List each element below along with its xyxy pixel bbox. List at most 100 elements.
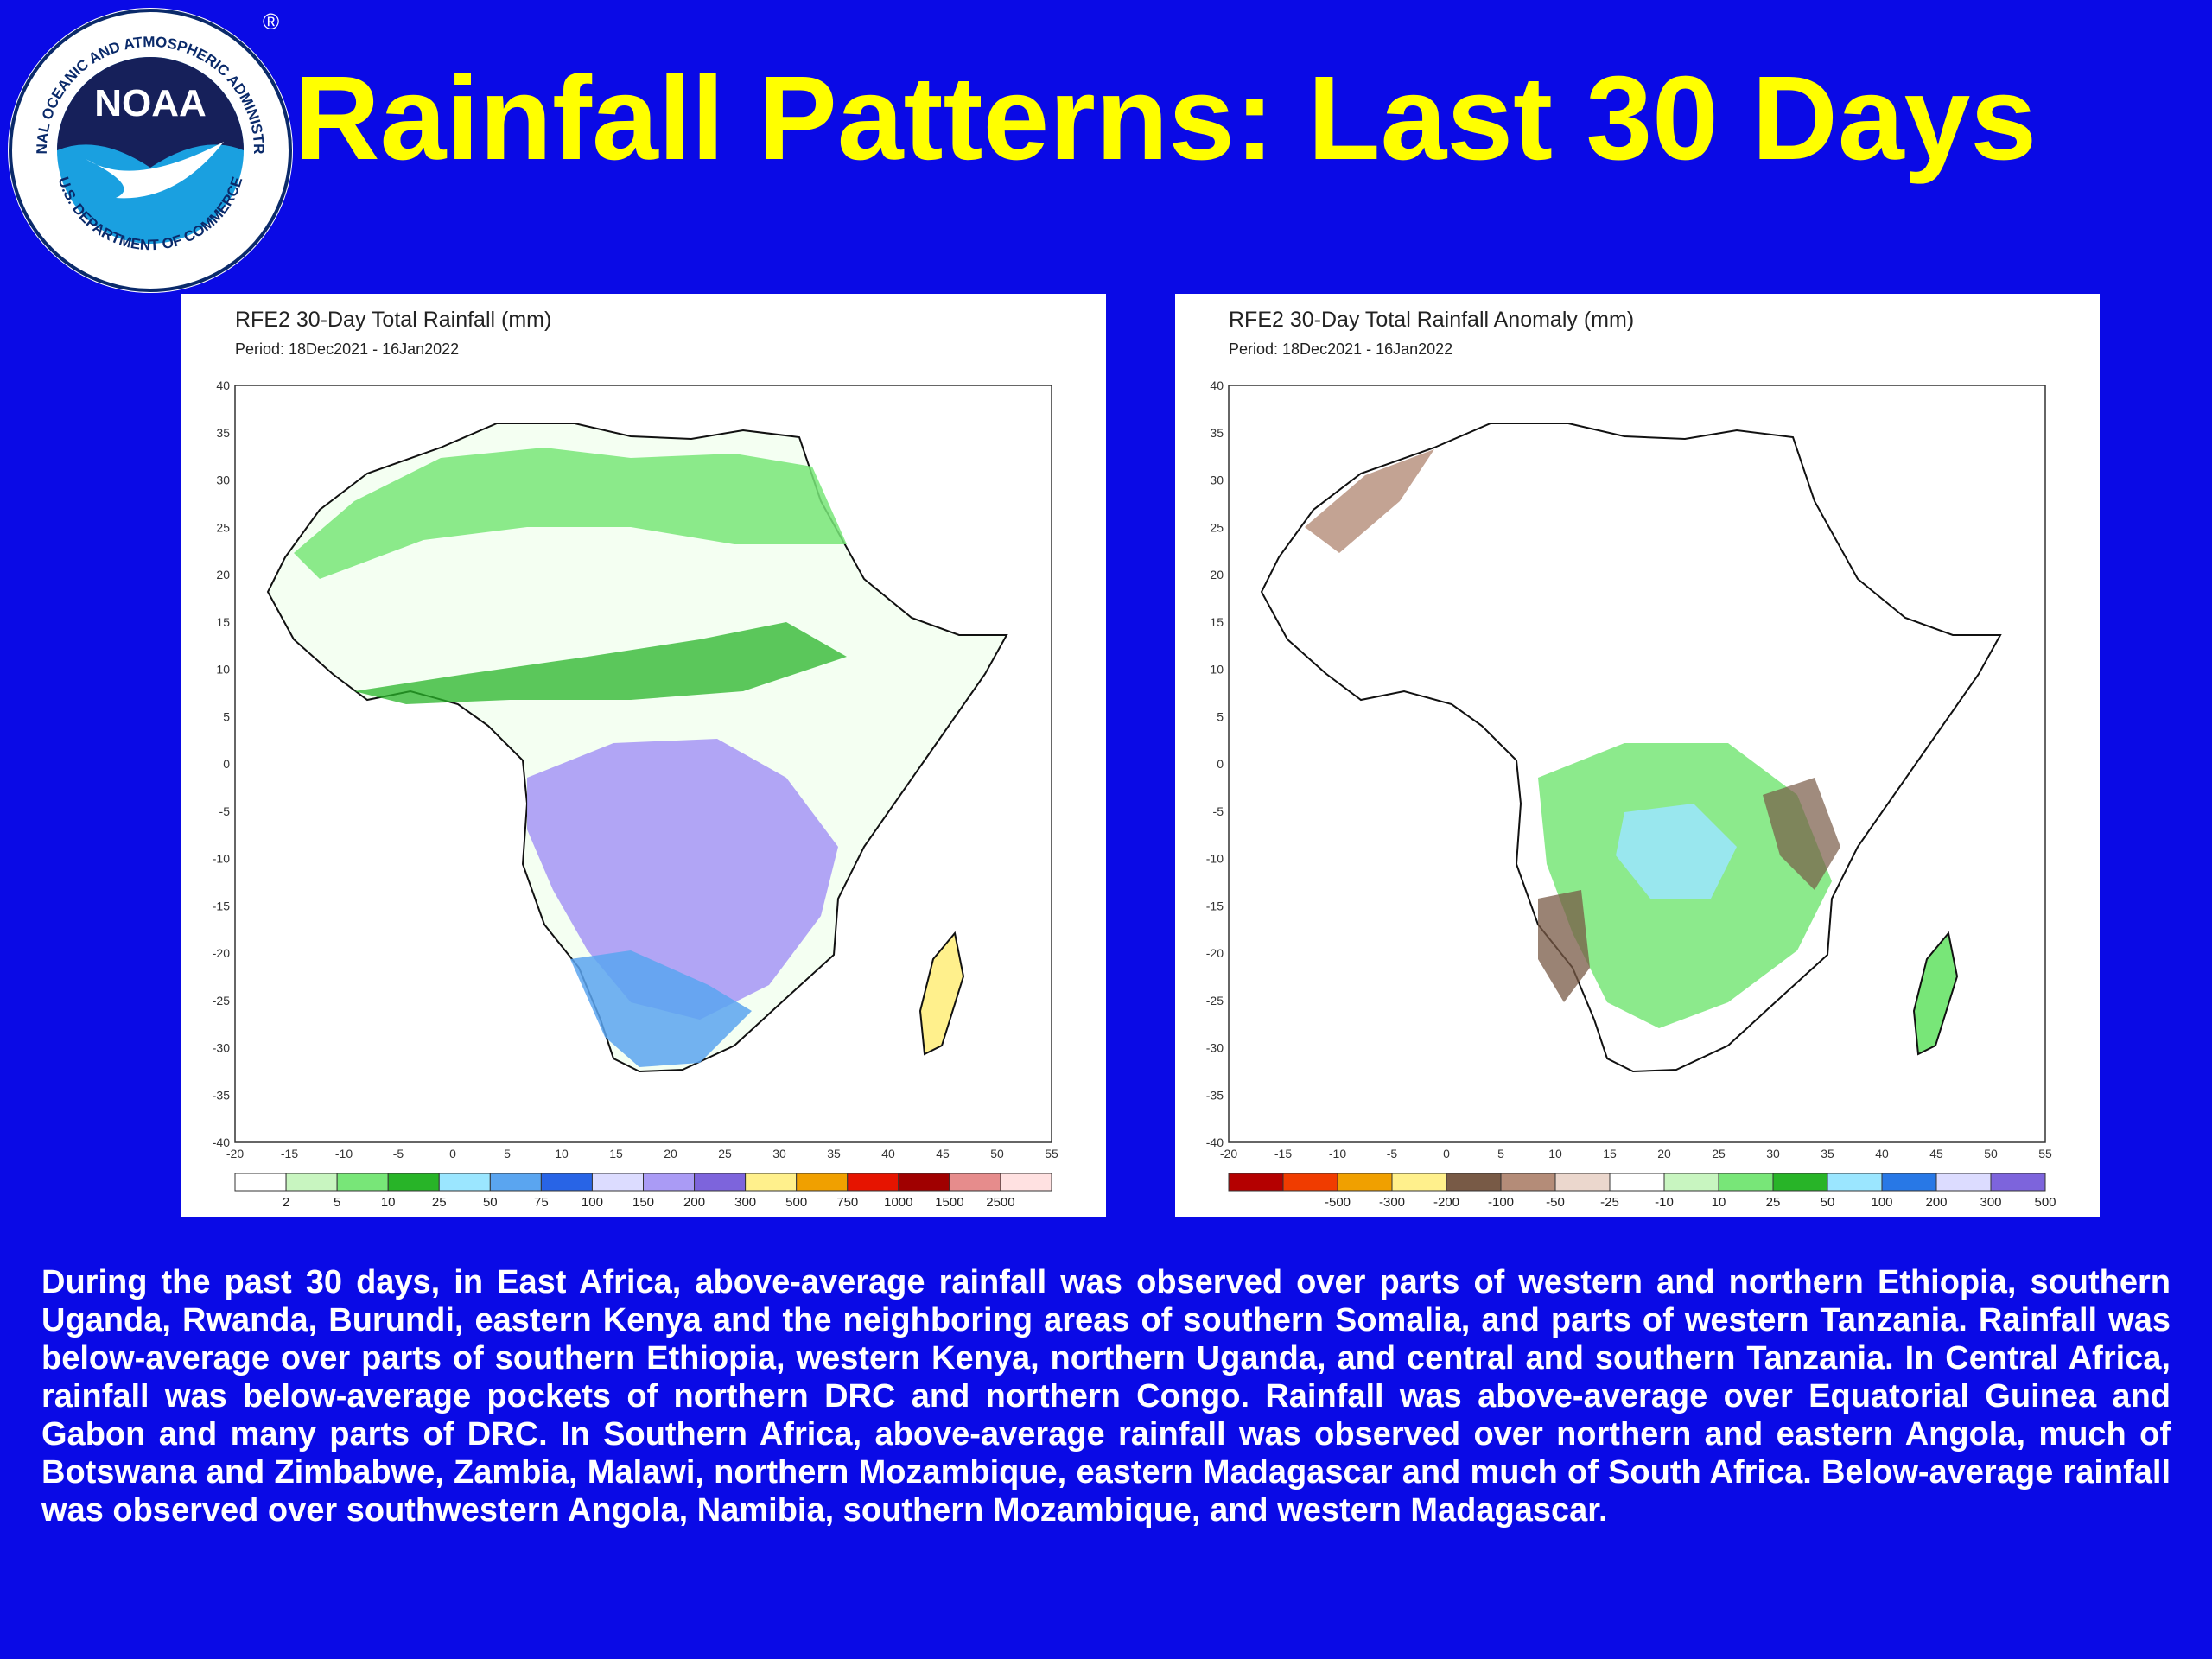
- lat-tick-label: 20: [216, 568, 230, 582]
- lon-tick-label: 15: [1603, 1147, 1617, 1160]
- legend-label: 750: [836, 1195, 858, 1210]
- lat-tick-label: -35: [213, 1088, 230, 1102]
- lon-tick-label: 55: [1045, 1147, 1058, 1160]
- lat-tick-label: 0: [223, 757, 230, 771]
- lat-tick-label: -5: [1213, 804, 1224, 818]
- legend-swatch: [336, 1173, 389, 1192]
- registered-mark: ®: [263, 9, 279, 35]
- summary-paragraph: During the past 30 days, in East Africa,…: [41, 1264, 2171, 1529]
- madagascar: [1912, 931, 1959, 1056]
- legend-swatch: [1500, 1173, 1556, 1192]
- map-axis-ticks: 40 35 30 25 20 15 10 5 0 -5 -10 -15 -20 -25 -30 -35 -40 -…: [213, 378, 1058, 1160]
- lon-tick-label: 35: [827, 1147, 841, 1160]
- lon-tick-label: -10: [1329, 1147, 1346, 1160]
- legend-swatch: [1391, 1173, 1447, 1192]
- legend-swatch: [540, 1173, 593, 1192]
- lat-tick-label: -35: [1206, 1088, 1224, 1102]
- lon-tick-label: -15: [281, 1147, 298, 1160]
- legend-swatch: [1446, 1173, 1502, 1192]
- lon-tick-label: 45: [936, 1147, 950, 1160]
- lon-tick-label: 10: [1548, 1147, 1562, 1160]
- legend-swatch: [1000, 1173, 1052, 1192]
- lat-tick-label: 25: [216, 520, 230, 534]
- lat-tick-label: -10: [1206, 852, 1224, 866]
- map-colorbar-legend: -500 -300 -200 -100 -50 -25 -10 10 25 50 100 200 300…: [1228, 1173, 2056, 1210]
- lon-tick-label: 0: [1443, 1147, 1450, 1160]
- noaa-logo: NOAA NATIONAL OCEANIC AND ATMOSPHERIC AD…: [0, 0, 297, 297]
- legend-swatch: [898, 1173, 950, 1192]
- lon-tick-label: 5: [504, 1147, 511, 1160]
- lon-tick-label: 20: [664, 1147, 677, 1160]
- lon-tick-label: 50: [1984, 1147, 1998, 1160]
- legend-label: 25: [1766, 1195, 1781, 1210]
- map-period: Period: 18Dec2021 - 16Jan2022: [235, 340, 459, 358]
- legend-swatch: [1337, 1173, 1393, 1192]
- legend-label: 100: [1871, 1195, 1892, 1210]
- legend-swatch: [1718, 1173, 1774, 1192]
- legend-label: -10: [1655, 1195, 1674, 1210]
- legend-swatch: [234, 1173, 287, 1192]
- lon-tick-label: 15: [609, 1147, 623, 1160]
- lat-tick-label: -40: [1206, 1135, 1224, 1149]
- lat-tick-label: -5: [219, 804, 231, 818]
- map-plot-area: 40 35 30 25 20 15 10 5 0 -5 -10 -15 -20 -25 -30 -35 -40 -…: [213, 378, 1058, 1160]
- legend-swatch: [489, 1173, 542, 1192]
- legend-swatch: [1827, 1173, 1883, 1192]
- legend-swatch: [1228, 1173, 1284, 1192]
- legend-label: 10: [381, 1195, 396, 1210]
- lon-tick-label: 40: [881, 1147, 895, 1160]
- map-colorbar-legend: 2 5 10 25 50 75 100 150 200 300 500 750 1000 1500 2500: [234, 1173, 1052, 1210]
- lon-tick-label: 20: [1657, 1147, 1671, 1160]
- legend-swatch: [438, 1173, 491, 1192]
- page-title: Rainfall Patterns: Last 30 Days: [294, 52, 2037, 185]
- legend-label: 500: [785, 1195, 807, 1210]
- map-title: RFE2 30-Day Total Rainfall (mm): [235, 308, 551, 332]
- rain-central-purple: [527, 739, 838, 1020]
- legend-swatch: [1282, 1173, 1338, 1192]
- anomaly-dry-southwest: [1538, 890, 1590, 1002]
- map-period: Period: 18Dec2021 - 16Jan2022: [1229, 340, 1452, 358]
- lon-tick-label: 0: [449, 1147, 456, 1160]
- lon-tick-label: -20: [226, 1147, 244, 1160]
- legend-label: 200: [683, 1195, 705, 1210]
- legend-swatch: [1881, 1173, 1937, 1192]
- legend-label: 50: [1821, 1195, 1835, 1210]
- lat-tick-label: 0: [1217, 757, 1224, 771]
- legend-label: -100: [1488, 1195, 1514, 1210]
- lon-tick-label: -20: [1220, 1147, 1237, 1160]
- lat-tick-label: -25: [213, 994, 230, 1007]
- lat-tick-label: 15: [216, 615, 230, 629]
- legend-label: 1000: [884, 1195, 912, 1210]
- rain-band-north: [294, 448, 847, 579]
- lon-tick-label: 10: [555, 1147, 569, 1160]
- lon-tick-label: 35: [1821, 1147, 1834, 1160]
- lat-tick-label: 15: [1210, 615, 1224, 629]
- lat-tick-label: 10: [216, 663, 230, 677]
- legend-swatch: [745, 1173, 798, 1192]
- lon-tick-label: 30: [1766, 1147, 1780, 1160]
- anomaly-dry-north: [1305, 449, 1434, 553]
- lon-tick-label: 5: [1497, 1147, 1504, 1160]
- lon-tick-label: -10: [335, 1147, 353, 1160]
- legend-label: 75: [534, 1195, 549, 1210]
- lat-tick-label: -15: [213, 899, 230, 912]
- lat-tick-label: 5: [223, 709, 230, 723]
- lat-tick-label: 30: [216, 474, 230, 487]
- lon-tick-label: 40: [1875, 1147, 1889, 1160]
- legend-swatch: [1663, 1173, 1719, 1192]
- lon-tick-label: 45: [1929, 1147, 1943, 1160]
- legend-label: 100: [582, 1195, 603, 1210]
- lon-tick-label: -5: [393, 1147, 404, 1160]
- lat-tick-label: 40: [1210, 378, 1224, 392]
- legend-swatch: [847, 1173, 899, 1192]
- lat-tick-label: -10: [213, 852, 230, 866]
- legend-label: -25: [1600, 1195, 1619, 1210]
- rain-south-blue: [570, 950, 752, 1067]
- legend-swatch: [1990, 1173, 2046, 1192]
- legend-label: 150: [632, 1195, 654, 1210]
- lat-tick-label: 30: [1210, 474, 1224, 487]
- map-title: RFE2 30-Day Total Rainfall Anomaly (mm): [1229, 308, 1634, 332]
- lat-tick-label: -30: [213, 1041, 230, 1055]
- legend-label: 50: [483, 1195, 498, 1210]
- lat-tick-label: -40: [213, 1135, 230, 1149]
